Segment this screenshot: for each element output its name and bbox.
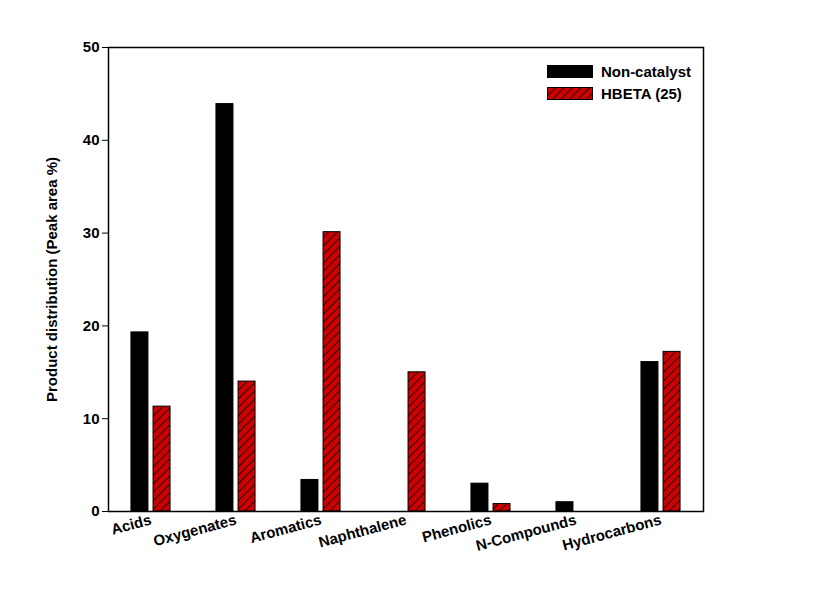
svg-text:0: 0 [91, 502, 99, 519]
svg-text:Acids: Acids [109, 511, 153, 538]
svg-text:50: 50 [83, 38, 100, 55]
svg-text:Hydrocarbons: Hydrocarbons [560, 511, 663, 554]
svg-text:40: 40 [83, 131, 100, 148]
svg-text:30: 30 [83, 224, 100, 241]
svg-text:N-Compounds: N-Compounds [473, 510, 578, 554]
svg-text:Aromatics: Aromatics [248, 511, 323, 546]
svg-text:Phenolics: Phenolics [420, 510, 493, 546]
svg-text:20: 20 [83, 317, 100, 334]
svg-text:10: 10 [83, 410, 100, 427]
svg-text:Oxygenates: Oxygenates [151, 511, 238, 549]
svg-text:Naphthalene: Naphthalene [317, 511, 408, 551]
html-text:HBETA (25): HBETA (25) [601, 84, 682, 102]
svg-text:Product distribution (Peak are: Product distribution (Peak area %) [43, 157, 60, 402]
html-text:Non-catalyst: Non-catalyst [601, 62, 691, 80]
